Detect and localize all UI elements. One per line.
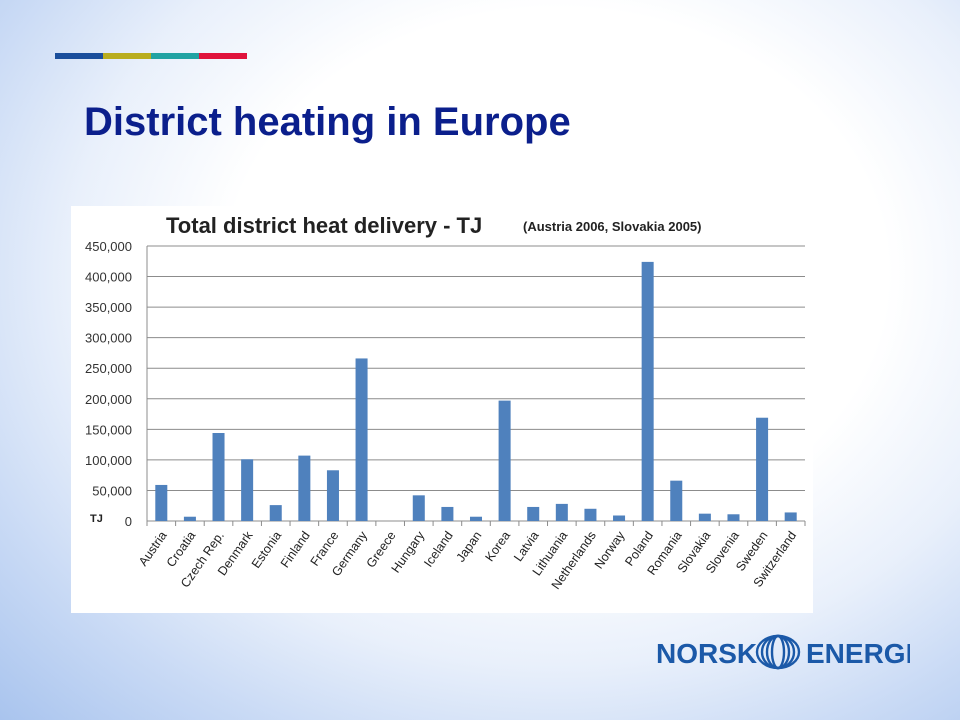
chart-title: Total district heat delivery - TJ	[166, 213, 482, 238]
bar	[441, 506, 454, 521]
y-tick-label: 450,000	[85, 239, 132, 254]
bar	[613, 515, 626, 521]
x-tick-label: Japan	[453, 529, 484, 565]
norsk-energi-logo: NORSK ENERGI	[656, 632, 913, 672]
bar	[527, 506, 540, 521]
y-tick-label: 50,000	[92, 483, 132, 498]
bar	[269, 505, 282, 521]
bar	[412, 495, 425, 521]
bar	[670, 480, 683, 521]
stripe-teal	[151, 53, 199, 59]
logo-right-text: ENERGI	[806, 638, 910, 669]
logo-left-text: NORSK	[656, 638, 757, 669]
bar	[212, 433, 225, 521]
x-tick-label: Korea	[482, 529, 513, 564]
y-tick-label: 350,000	[85, 300, 132, 315]
y-tick-label: 0	[125, 514, 132, 529]
x-tick-label: Finland	[278, 529, 313, 571]
y-tick-label: 100,000	[85, 453, 132, 468]
chart-panel: Total district heat delivery - TJ (Austri…	[71, 206, 813, 613]
stripe-olive	[103, 53, 151, 59]
bar	[784, 512, 797, 521]
slide-title: District heating in Europe	[84, 100, 571, 144]
stripe-blue	[55, 53, 103, 59]
bar	[241, 459, 254, 521]
bar-chart: Total district heat delivery - TJ (Austri…	[85, 213, 806, 592]
stripe-red	[199, 53, 247, 59]
bar	[469, 516, 483, 521]
bar	[727, 514, 740, 521]
bar	[326, 470, 339, 521]
y-axis-label: TJ	[90, 513, 103, 525]
bar	[698, 513, 711, 521]
bar	[756, 417, 769, 521]
bar	[355, 358, 368, 521]
bar	[555, 503, 568, 521]
x-tick-label: Norway	[592, 528, 628, 571]
rings-logo-icon	[755, 634, 801, 670]
x-tick-label: Estonia	[249, 529, 284, 571]
y-tick-label: 250,000	[85, 361, 132, 376]
chart-subtitle: (Austria 2006, Slovakia 2005)	[523, 219, 702, 234]
y-tick-label: 200,000	[85, 392, 132, 407]
bar	[498, 400, 511, 521]
y-tick-label: 400,000	[85, 270, 132, 285]
y-tick-label: 150,000	[85, 422, 132, 437]
bar	[641, 261, 654, 521]
bar	[183, 516, 196, 521]
x-tick-label: Iceland	[421, 529, 456, 570]
bar	[155, 484, 168, 521]
bar	[298, 455, 311, 521]
bar	[584, 508, 597, 521]
y-tick-label: 300,000	[85, 331, 132, 346]
